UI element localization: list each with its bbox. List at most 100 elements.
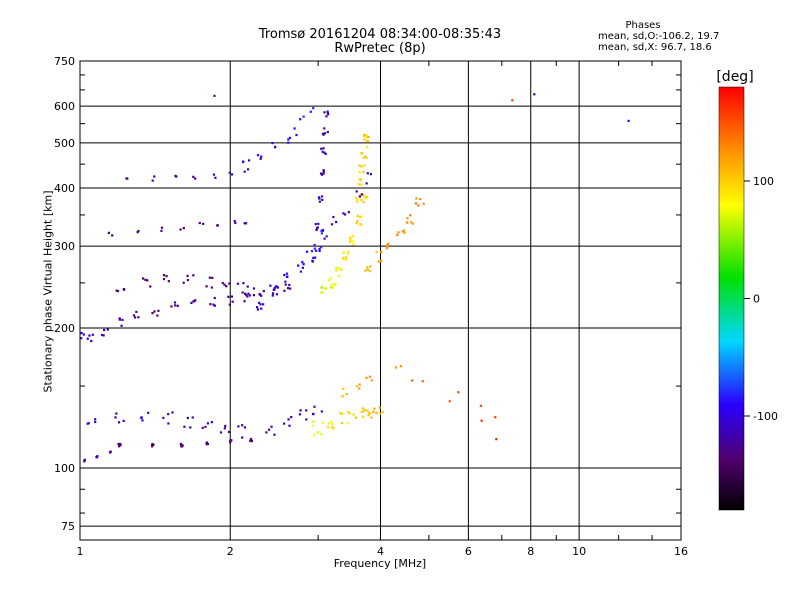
data-point bbox=[448, 400, 451, 403]
data-point bbox=[288, 283, 291, 287]
data-point bbox=[192, 274, 195, 277]
data-point bbox=[298, 413, 302, 416]
data-point bbox=[174, 304, 177, 307]
data-point bbox=[358, 195, 362, 198]
data-point bbox=[192, 300, 195, 303]
data-point bbox=[363, 164, 366, 167]
data-point bbox=[231, 300, 234, 303]
data-point bbox=[360, 410, 363, 413]
data-point bbox=[347, 250, 350, 253]
data-point bbox=[309, 110, 312, 113]
data-point bbox=[221, 281, 224, 285]
data-point bbox=[272, 288, 275, 291]
data-point bbox=[288, 136, 292, 139]
x-tick-label: 1 bbox=[77, 545, 84, 558]
data-point bbox=[533, 93, 536, 96]
data-point bbox=[360, 165, 363, 168]
data-point bbox=[210, 286, 213, 289]
data-point bbox=[360, 198, 363, 202]
data-point bbox=[380, 259, 383, 263]
data-point bbox=[80, 337, 83, 340]
data-point bbox=[479, 404, 483, 407]
data-point bbox=[335, 220, 338, 224]
data-point bbox=[310, 249, 314, 253]
data-point bbox=[284, 283, 287, 286]
data-point bbox=[118, 318, 121, 321]
data-point bbox=[326, 110, 329, 113]
data-point bbox=[320, 286, 323, 289]
data-point bbox=[252, 287, 256, 290]
data-point bbox=[317, 196, 321, 199]
data-point bbox=[119, 444, 122, 447]
data-point bbox=[115, 412, 118, 415]
data-point bbox=[367, 413, 370, 417]
data-point bbox=[312, 420, 315, 423]
data-point bbox=[205, 443, 209, 446]
data-point bbox=[355, 190, 358, 193]
data-point bbox=[327, 279, 331, 282]
colorbar-tick-label: 0 bbox=[753, 293, 760, 306]
data-point bbox=[330, 426, 334, 429]
data-point bbox=[259, 157, 262, 160]
data-point bbox=[305, 250, 309, 253]
data-point bbox=[117, 421, 121, 424]
data-point bbox=[356, 198, 359, 201]
data-point bbox=[336, 266, 339, 269]
data-point bbox=[362, 156, 365, 159]
data-point bbox=[202, 222, 205, 225]
data-point bbox=[91, 333, 94, 336]
data-point bbox=[335, 267, 338, 270]
data-point bbox=[151, 312, 154, 315]
data-point bbox=[315, 228, 318, 232]
data-point bbox=[241, 424, 244, 427]
data-point bbox=[157, 309, 160, 312]
data-point bbox=[411, 222, 415, 225]
data-point bbox=[147, 411, 150, 414]
data-point bbox=[286, 275, 289, 278]
data-point bbox=[190, 301, 193, 304]
data-point bbox=[259, 303, 262, 306]
data-point bbox=[228, 282, 231, 285]
data-point bbox=[244, 222, 248, 225]
data-point bbox=[360, 183, 363, 186]
data-point bbox=[118, 317, 121, 320]
data-point bbox=[198, 221, 201, 225]
data-point bbox=[151, 445, 154, 448]
data-point bbox=[369, 265, 372, 268]
data-point bbox=[318, 197, 321, 200]
chart-subtitle: RwPretec (8p) bbox=[334, 41, 426, 56]
data-point bbox=[340, 268, 343, 272]
data-point bbox=[117, 443, 120, 446]
data-point bbox=[362, 407, 365, 410]
data-point bbox=[342, 251, 345, 254]
data-point bbox=[230, 295, 234, 298]
data-point bbox=[140, 416, 143, 419]
data-point bbox=[167, 422, 170, 425]
data-point bbox=[321, 198, 324, 201]
plot-frame bbox=[79, 60, 682, 541]
data-point bbox=[255, 306, 259, 309]
data-point bbox=[243, 222, 246, 225]
data-point bbox=[320, 232, 324, 235]
data-point bbox=[347, 422, 350, 425]
y-tick-label: 750 bbox=[54, 55, 75, 68]
data-point bbox=[361, 415, 365, 418]
data-point bbox=[289, 287, 292, 290]
data-point bbox=[323, 151, 326, 154]
data-point bbox=[243, 300, 246, 303]
data-point bbox=[385, 247, 389, 250]
colorbar-label: [deg] bbox=[716, 69, 754, 85]
data-point bbox=[125, 177, 128, 180]
data-point bbox=[116, 289, 120, 293]
data-point bbox=[410, 221, 413, 224]
data-point bbox=[153, 175, 156, 178]
data-point bbox=[324, 152, 327, 155]
data-point bbox=[319, 172, 323, 175]
data-point bbox=[364, 269, 367, 272]
data-point bbox=[271, 292, 275, 295]
data-point bbox=[162, 274, 166, 277]
phases-o-stats: mean, sd,O:-106.2, 19.7 bbox=[598, 31, 720, 42]
data-point bbox=[283, 273, 286, 277]
data-point bbox=[160, 229, 163, 232]
data-point bbox=[312, 256, 315, 259]
